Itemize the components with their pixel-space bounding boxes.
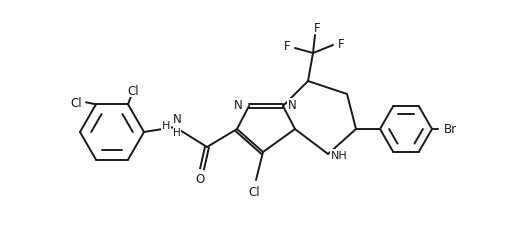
Text: H: H — [162, 120, 170, 130]
Text: O: O — [195, 173, 205, 186]
Text: F: F — [338, 37, 344, 50]
Text: N: N — [234, 99, 243, 112]
Text: N: N — [173, 113, 182, 126]
Text: NH: NH — [331, 150, 348, 160]
Text: Cl: Cl — [127, 84, 139, 97]
Text: Cl: Cl — [70, 96, 82, 109]
Text: Br: Br — [444, 123, 457, 136]
Text: Cl: Cl — [248, 186, 260, 199]
Text: N: N — [288, 99, 297, 112]
Text: H: H — [173, 127, 181, 137]
Text: F: F — [284, 40, 290, 53]
Text: F: F — [313, 21, 320, 34]
